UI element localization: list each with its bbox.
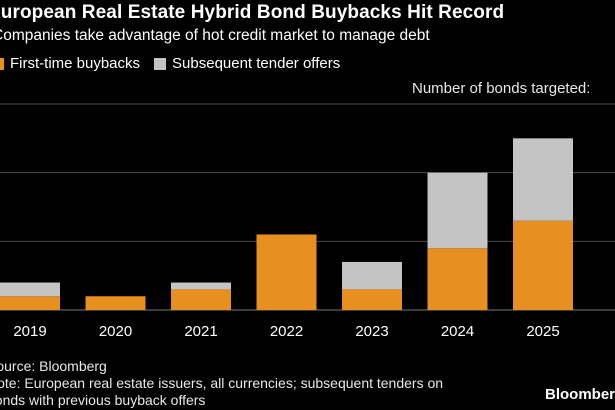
- x-tick-label: 2025: [526, 323, 559, 340]
- legend-swatch-first-time: [0, 57, 4, 70]
- x-tick-label: 2021: [184, 323, 217, 340]
- chart-title: European Real Estate Hybrid Bond Buyback…: [0, 2, 505, 23]
- bar-subsequent-2021: [171, 282, 231, 290]
- legend-label-subsequent: Subsequent tender offers: [172, 55, 341, 72]
- source-note: Source: Bloomberg: [0, 358, 107, 374]
- bar-subsequent-2024: [427, 172, 488, 249]
- x-tick-label: 2023: [355, 323, 388, 340]
- bar-first-time-2025: [513, 220, 573, 310]
- footnote-line-2: bonds with previous buyback offers: [0, 392, 206, 408]
- chart-subtitle: Companies take advantage of hot credit m…: [0, 27, 430, 44]
- legend-item-first-time: First-time buybacks: [0, 55, 140, 72]
- y-axis-label: Number of bonds targeted:: [412, 80, 591, 97]
- bar-first-time-2023: [342, 289, 402, 310]
- bloomberg-logo: Bloomberg: [545, 386, 615, 403]
- legend-swatch-subsequent: [154, 57, 167, 70]
- x-tick-label: 2022: [270, 323, 303, 340]
- bar-first-time-2022: [256, 234, 317, 310]
- legend-label-first-time: First-time buybacks: [10, 55, 141, 72]
- bar-subsequent-2025: [513, 138, 573, 221]
- legend-item-subsequent: Subsequent tender offers: [154, 55, 340, 72]
- bar-subsequent-2019: [0, 282, 60, 297]
- bar-first-time-2024: [427, 248, 488, 310]
- bar-subsequent-2023: [342, 261, 402, 290]
- x-tick-label: 2019: [13, 323, 46, 340]
- x-tick-label: 2024: [441, 323, 474, 340]
- footnote-line-1: Note: European real estate issuers, all …: [0, 375, 444, 391]
- bar-first-time-2020: [85, 296, 146, 310]
- bar-first-time-2019: [0, 296, 60, 310]
- bar-first-time-2021: [171, 289, 231, 310]
- legend: First-time buybacks Subsequent tender of…: [0, 55, 354, 72]
- x-tick-label: 2020: [99, 323, 132, 340]
